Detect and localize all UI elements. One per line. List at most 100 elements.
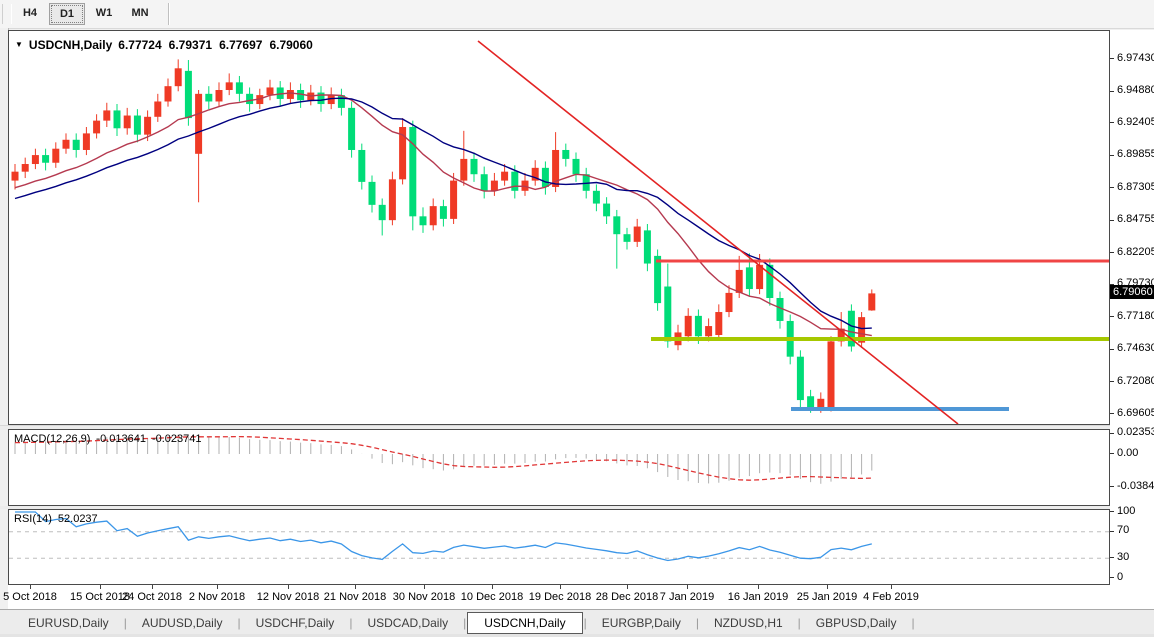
macd-panel[interactable]: MACD(12,26,9) -0.013641 -0.023741 (8, 429, 1110, 506)
price-tick (1110, 187, 1114, 189)
rsi-value: 52.0237 (57, 513, 98, 525)
toolbar-grip[interactable] (2, 4, 12, 24)
date-tick (758, 585, 759, 589)
rsi-tick (1110, 577, 1114, 578)
close-value: 6.79060 (269, 38, 313, 52)
date-tick (100, 585, 101, 589)
timeframe-button-h4[interactable]: H4 (22, 7, 38, 19)
panel-splitter[interactable] (0, 506, 1154, 509)
rsi-name: RSI(14) (14, 513, 52, 525)
date-label: 30 Nov 2018 (392, 591, 456, 603)
timeframe-buttons: H4 D1 W1 MN (12, 3, 158, 25)
date-label: 4 Feb 2019 (863, 591, 919, 603)
price-tick-label: 6.74630 (1117, 342, 1154, 355)
tab-nzdusd[interactable]: NZDUSD,H1 (713, 615, 783, 630)
price-tick-label: 6.89855 (1117, 148, 1154, 161)
tab-usdcad[interactable]: USDCAD,Daily (367, 615, 449, 630)
date-label: 12 Nov 2018 (256, 591, 320, 603)
macd-canvas[interactable] (9, 430, 1109, 505)
tab-audusd[interactable]: AUDUSD,Daily (141, 615, 223, 630)
rsi-tick (1110, 511, 1114, 512)
price-tick-label: 6.94880 (1117, 84, 1154, 97)
macd-name: MACD(12,26,9) (14, 433, 91, 445)
ohlc-values: 6.77724 6.79371 6.77697 6.79060 (118, 38, 313, 52)
date-label: 5 Oct 2018 (3, 591, 57, 603)
price-tick-label: 6.72080 (1117, 374, 1154, 387)
price-tick-label: 6.69605 (1117, 406, 1154, 419)
tab-gbpusd[interactable]: GBPUSD,Daily (815, 615, 897, 630)
bottom-strip (0, 634, 1154, 637)
macd-tick (1110, 432, 1114, 434)
rsi-canvas[interactable] (9, 510, 1109, 584)
price-tick (1110, 348, 1114, 350)
tab-usdcnh[interactable]: USDCNH,Daily (467, 611, 583, 634)
timeframe-button-mn[interactable]: MN (131, 7, 149, 19)
rsi-tick (1110, 557, 1114, 559)
date-tick (492, 585, 493, 589)
macd-main-value: -0.013641 (96, 433, 146, 445)
price-tick (1110, 219, 1114, 221)
toolbar-separator (168, 3, 170, 25)
date-axis[interactable]: 5 Oct 2018 15 Oct 2018 24 Oct 2018 2 Nov 20… (3, 585, 1110, 609)
price-tick-label: 6.82205 (1117, 245, 1154, 258)
tab-separator: | (583, 615, 587, 630)
chart-title: ▼ USDCNH,Daily 6.77724 6.79371 6.77697 6… (15, 38, 313, 52)
price-tick-label: 6.77180 (1117, 309, 1154, 322)
rsi-line (15, 511, 872, 562)
date-tick (152, 585, 153, 589)
tab-separator: | (797, 615, 801, 630)
tab-eurusd[interactable]: EURUSD,Daily (28, 615, 109, 630)
tab-eurgbp[interactable]: EURGBP,Daily (601, 615, 681, 630)
date-label: 21 Nov 2018 (323, 591, 387, 603)
price-tick (1110, 381, 1114, 383)
price-tick (1110, 154, 1114, 156)
date-tick (827, 585, 828, 589)
price-tick-label: 6.92405 (1117, 115, 1154, 128)
tab-usdchf[interactable]: USDCHF,Daily (255, 615, 335, 630)
tab-separator: | (349, 615, 353, 630)
collapse-arrow-icon[interactable]: ▼ (15, 40, 23, 49)
date-label: 25 Jan 2019 (796, 591, 858, 603)
price-tick (1110, 122, 1114, 124)
macd-tick (1110, 453, 1114, 454)
rsi-label: RSI(14) 52.0237 (14, 513, 98, 525)
rsi-tick-label: 70 (1117, 524, 1130, 537)
date-label: 19 Dec 2018 (528, 591, 592, 603)
macd-signal-value: -0.023741 (151, 433, 202, 445)
price-tick (1110, 252, 1114, 254)
chart-symbol: USDCNH,Daily (28, 38, 113, 52)
price-tick-label: 6.87305 (1117, 180, 1154, 193)
macd-tick (1110, 486, 1114, 488)
macd-tick-label: 0.023534 (1117, 426, 1154, 439)
rsi-tick-label: 100 (1117, 504, 1136, 517)
rsi-tick-label: 0 (1117, 570, 1124, 583)
macd-label: MACD(12,26,9) -0.013641 -0.023741 (14, 433, 202, 445)
date-tick (687, 585, 688, 589)
tab-separator: | (911, 615, 915, 630)
date-label: 28 Dec 2018 (595, 591, 659, 603)
price-tick (1110, 90, 1114, 92)
price-tick (1110, 316, 1114, 318)
price-chart-canvas[interactable] (9, 31, 1109, 424)
date-label: 15 Oct 2018 (70, 591, 130, 603)
trendline (477, 40, 959, 424)
timeframe-button-w1[interactable]: W1 (95, 7, 113, 19)
date-tick (424, 585, 425, 589)
date-label: 7 Jan 2019 (659, 591, 715, 603)
ma-fast (14, 92, 872, 337)
price-tick-label: 6.97430 (1117, 51, 1154, 64)
date-tick (355, 585, 356, 589)
rsi-panel[interactable]: RSI(14) 52.0237 (8, 509, 1110, 585)
panel-splitter[interactable] (0, 425, 1154, 430)
date-tick (560, 585, 561, 589)
low-value: 6.77697 (219, 38, 263, 52)
tab-bar: EURUSD,Daily | AUDUSD,Daily | USDCHF,Daily | U… (0, 609, 1154, 635)
rsi-tick (1110, 530, 1114, 532)
main-chart-panel[interactable]: ▼ USDCNH,Daily 6.77724 6.79371 6.77697 6… (8, 30, 1110, 425)
timeframe-button-d1[interactable]: D1 (49, 3, 85, 25)
macd-tick-label: -0.038466 (1117, 479, 1154, 492)
toolbar: H4 D1 W1 MN (0, 0, 1154, 29)
rsi-tick-label: 30 (1117, 550, 1130, 563)
tab-separator: | (237, 615, 241, 630)
price-axis[interactable]: 6.79060 6.97430 6.94880 6.92405 6.89855 6.87… (1110, 30, 1154, 609)
